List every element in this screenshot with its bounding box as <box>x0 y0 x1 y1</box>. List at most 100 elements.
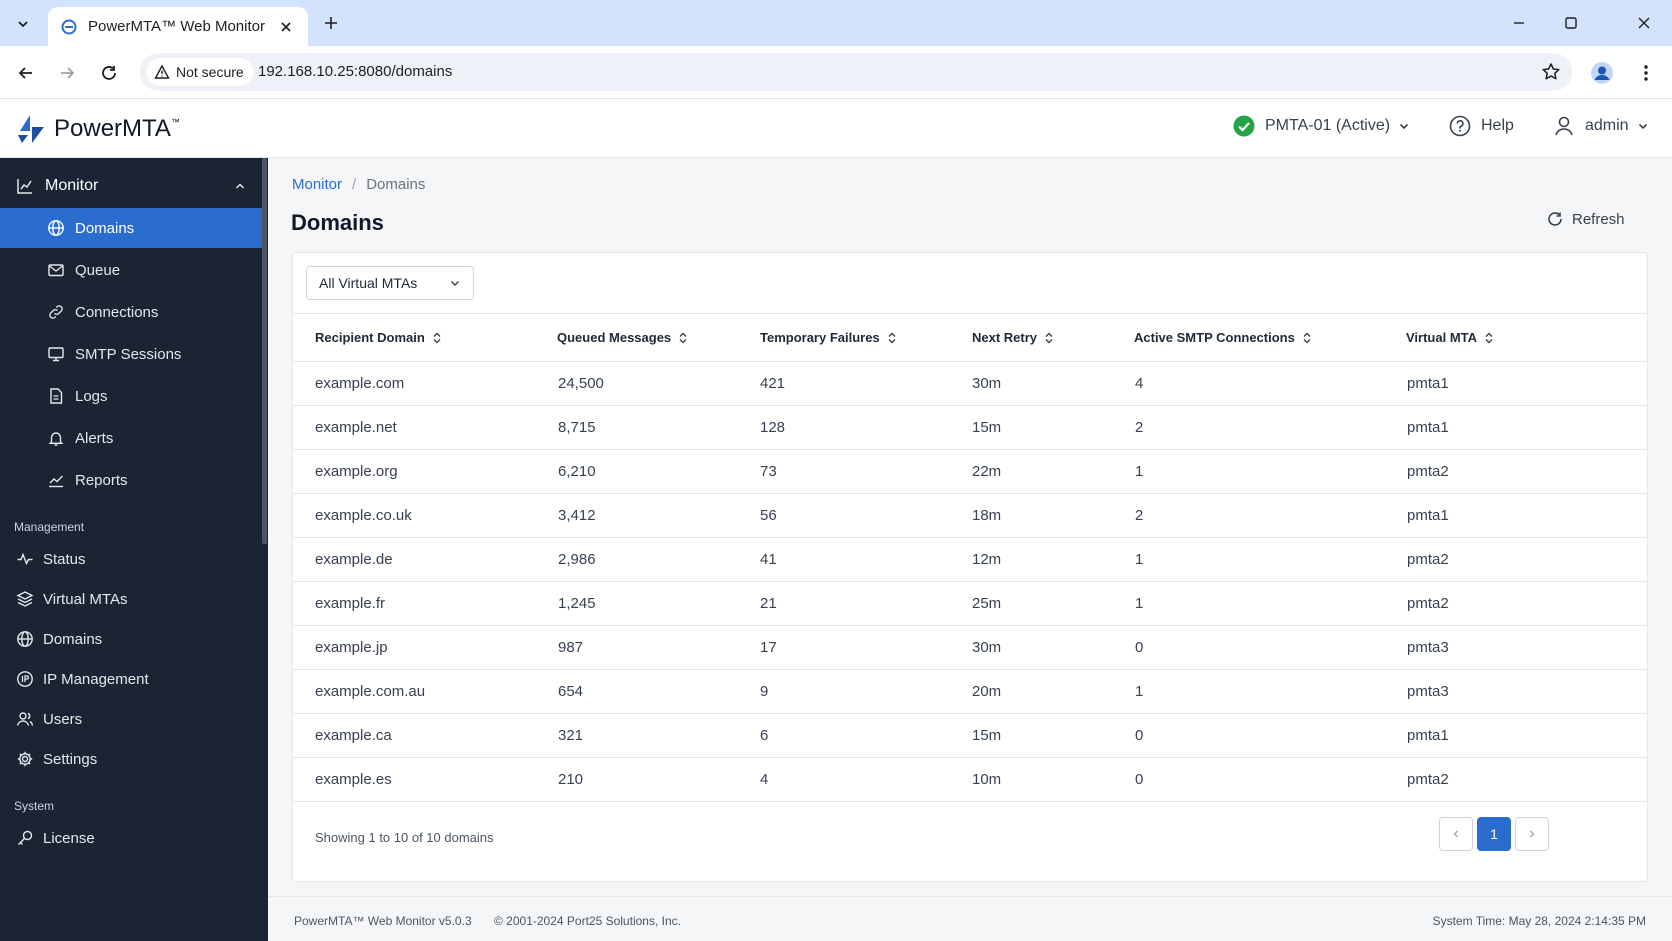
sort-icon <box>679 332 687 343</box>
profile-button[interactable] <box>1588 59 1616 87</box>
sidebar-item-reports[interactable]: Reports <box>0 460 262 500</box>
column-header-active-smtp-connections[interactable]: Active SMTP Connections <box>1134 330 1311 345</box>
table-row[interactable]: example.net 8,715 128 15m 2 pmta1 <box>293 406 1647 450</box>
chevron-up-icon <box>235 183 245 189</box>
help-button[interactable]: Help <box>1449 115 1514 137</box>
cell-virtual-mta: pmta2 <box>1407 551 1449 568</box>
bell-icon <box>48 432 64 446</box>
maximize-button[interactable] <box>1558 10 1584 36</box>
cell-virtual-mta: pmta1 <box>1407 727 1449 744</box>
column-header-virtual-mta[interactable]: Virtual MTA <box>1406 330 1493 345</box>
reload-button[interactable] <box>95 59 123 87</box>
document-icon <box>50 388 63 404</box>
username: admin <box>1585 117 1629 134</box>
sidebar-item-queue[interactable]: Queue <box>0 250 262 290</box>
sidebar-item-ip-management[interactable]: IP Management <box>0 659 262 699</box>
sidebar-item-label: Logs <box>75 387 108 405</box>
cell-connections: 1 <box>1135 463 1144 480</box>
cell-next-retry: 15m <box>972 727 1002 744</box>
column-header-next-retry[interactable]: Next Retry <box>972 330 1053 345</box>
cell-queued: 321 <box>558 727 584 744</box>
sidebar-item-connections[interactable]: Connections <box>0 292 262 332</box>
sidebar-group-monitor[interactable]: Monitor <box>0 166 262 206</box>
cell-failures: 6 <box>760 727 769 744</box>
cell-domain: example.es <box>315 771 392 788</box>
virtual-mta-filter[interactable]: All Virtual MTAs <box>306 266 474 300</box>
app-header: PowerMTA™ PMTA-01 (Active) Help admin <box>0 99 1672 158</box>
column-header-queued-messages[interactable]: Queued Messages <box>557 330 687 345</box>
not-secure-label: Not secure <box>176 64 244 80</box>
sidebar-item-users[interactable]: Users <box>0 699 262 739</box>
sidebar-item-domains[interactable]: Domains <box>0 208 262 248</box>
cell-next-retry: 30m <box>972 375 1002 392</box>
sidebar-item-settings[interactable]: Settings <box>0 739 262 779</box>
sidebar-item-license[interactable]: License <box>0 818 262 858</box>
pagination-next-button[interactable] <box>1515 817 1549 851</box>
envelope-icon <box>48 264 64 277</box>
table-row[interactable]: example.com 24,500 421 30m 4 pmta1 <box>293 362 1647 406</box>
table-row[interactable]: example.jp 987 17 30m 0 pmta3 <box>293 626 1647 670</box>
sidebar-item-label: License <box>43 829 95 847</box>
server-name: PMTA-01 (Active) <box>1265 117 1391 134</box>
sidebar-item-domains-management[interactable]: Domains <box>0 619 262 659</box>
table-row[interactable]: example.ca 321 6 15m 0 pmta1 <box>293 714 1647 758</box>
table-header: Recipient Domain Queued Messages Tempora… <box>293 313 1647 362</box>
sidebar-item-virtual-mtas[interactable]: Virtual MTAs <box>0 579 262 619</box>
cell-failures: 9 <box>760 683 769 700</box>
forward-button[interactable] <box>53 59 81 87</box>
tab-close-button[interactable] <box>276 17 296 37</box>
filter-value: All Virtual MTAs <box>319 275 418 291</box>
server-selector[interactable]: PMTA-01 (Active) <box>1233 115 1410 137</box>
table-row[interactable]: example.fr 1,245 21 25m 1 pmta2 <box>293 582 1647 626</box>
tab-search-button[interactable] <box>10 11 36 37</box>
sort-icon <box>433 332 441 343</box>
cell-failures: 4 <box>760 771 769 788</box>
user-menu[interactable]: admin <box>1553 115 1649 137</box>
browser-menu-button[interactable] <box>1634 59 1658 87</box>
plus-icon <box>325 17 337 29</box>
link-icon <box>49 305 63 319</box>
app-logo[interactable]: PowerMTA™ <box>16 113 180 145</box>
browser-tab[interactable]: PowerMTA™ Web Monitor <box>48 7 308 46</box>
cell-virtual-mta: pmta3 <box>1407 639 1449 656</box>
cell-next-retry: 12m <box>972 551 1002 568</box>
cell-queued: 6,210 <box>558 463 596 480</box>
site-info-chip[interactable]: Not secure <box>146 58 254 86</box>
more-vert-icon <box>1644 65 1648 81</box>
sidebar-item-logs[interactable]: Logs <box>0 376 262 416</box>
cell-domain: example.com.au <box>315 683 426 700</box>
chevron-down-icon <box>1399 123 1409 130</box>
minimize-button[interactable] <box>1506 10 1532 36</box>
sidebar-item-smtp-sessions[interactable]: SMTP Sessions <box>0 334 262 374</box>
new-tab-button[interactable] <box>320 12 342 34</box>
pagination-page-button[interactable]: 1 <box>1477 817 1511 851</box>
pagination-prev-button[interactable] <box>1439 817 1473 851</box>
star-icon[interactable] <box>1540 61 1562 83</box>
cell-queued: 2,986 <box>558 551 596 568</box>
breadcrumb-monitor-link[interactable]: Monitor <box>292 176 343 193</box>
table-row[interactable]: example.es 210 4 10m 0 pmta2 <box>293 758 1647 802</box>
cell-virtual-mta: pmta1 <box>1407 507 1449 524</box>
cell-connections: 4 <box>1135 375 1144 392</box>
column-header-temporary-failures[interactable]: Temporary Failures <box>760 330 896 345</box>
sidebar-scrollbar[interactable] <box>262 158 267 544</box>
cell-virtual-mta: pmta2 <box>1407 595 1449 612</box>
trend-icon <box>49 475 63 488</box>
table-row[interactable]: example.de 2,986 41 12m 1 pmta2 <box>293 538 1647 582</box>
url-text[interactable]: 192.168.10.25:8080/domains <box>258 63 453 80</box>
cell-failures: 41 <box>760 551 777 568</box>
sidebar-item-label: Domains <box>43 630 103 648</box>
address-bar[interactable]: Not secure 192.168.10.25:8080/domains <box>140 53 1572 91</box>
window-close-button[interactable] <box>1631 10 1657 36</box>
table-row[interactable]: example.co.uk 3,412 56 18m 2 pmta1 <box>293 494 1647 538</box>
back-button[interactable] <box>12 59 40 87</box>
table-row[interactable]: example.org 6,210 73 22m 1 pmta2 <box>293 450 1647 494</box>
sidebar-item-status[interactable]: Status <box>0 539 262 579</box>
cell-failures: 21 <box>760 595 777 612</box>
column-header-recipient-domain[interactable]: Recipient Domain <box>315 330 441 345</box>
avatar-icon <box>1591 62 1613 84</box>
help-label: Help <box>1481 117 1514 134</box>
sidebar-item-alerts[interactable]: Alerts <box>0 418 262 458</box>
refresh-button[interactable]: Refresh <box>1546 210 1625 228</box>
table-row[interactable]: example.com.au 654 9 20m 1 pmta3 <box>293 670 1647 714</box>
